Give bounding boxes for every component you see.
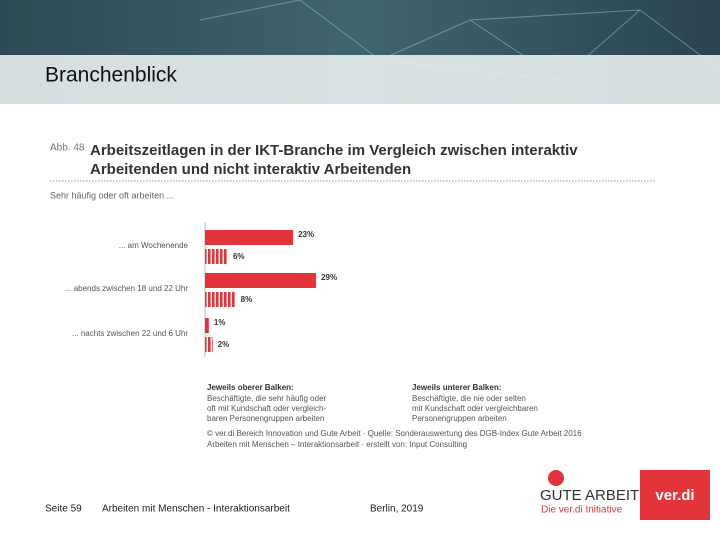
legend-text: Personengruppen arbeiten (412, 414, 507, 423)
logo-icon (548, 470, 564, 486)
category-label: ... am Wochenende (119, 241, 189, 250)
header-strip (0, 55, 720, 104)
legend-text: Beschäftigte, die nie oder selten (412, 394, 526, 403)
legend-text: Beschäftigte, die sehr häufig oder (207, 394, 327, 403)
bar (205, 273, 317, 288)
verdi-logo (640, 470, 710, 520)
figure-label: Abb. 48 (50, 143, 85, 154)
value-label: 8% (241, 295, 253, 304)
legend-text: mit Kundschaft oder vergleichbaren (412, 404, 538, 413)
category-label: ... nachts zwischen 22 und 6 Uhr (72, 329, 188, 338)
chart-subtitle: Sehr häufig oder oft arbeiten ... (50, 190, 174, 200)
bar (205, 318, 209, 333)
verdi-logo-text: ver.di (655, 487, 694, 504)
bar (205, 292, 236, 307)
value-label: 29% (321, 273, 337, 282)
value-label: 2% (218, 340, 230, 349)
source: Arbeiten mit Menschen – Interaktionsarbe… (207, 440, 467, 449)
chart-title: Arbeitenden und nicht interaktiv Arbeite… (90, 161, 411, 178)
logo-main: GUTE ARBEIT (540, 487, 639, 504)
legend-title: Jeweils unterer Balken: (412, 383, 501, 392)
footer-date: Berlin, 2019 (370, 504, 424, 515)
bar (205, 337, 213, 352)
slide-title: Branchenblick (45, 64, 177, 87)
footer-page: Seite 59 (45, 504, 82, 515)
chart-title: Arbeitszeitlagen in der IKT-Branche im V… (90, 142, 578, 159)
value-label: 1% (214, 318, 226, 327)
category-label: ... abends zwischen 18 und 22 Uhr (65, 284, 189, 293)
legend-text: oft mit Kundschaft oder vergleich- (207, 404, 327, 413)
bar (205, 249, 228, 264)
legend-title: Jeweils oberer Balken: (207, 383, 294, 392)
source: © ver.di Bereich Innovation und Gute Arb… (207, 429, 582, 438)
bar (205, 230, 294, 245)
logo-sub: Die ver.di Initiative (541, 505, 623, 516)
value-label: 23% (298, 230, 314, 239)
footer-topic: Arbeiten mit Menschen - Interaktionsarbe… (102, 504, 290, 515)
value-label: 6% (233, 252, 245, 261)
legend-text: baren Personengruppen arbeiten (207, 414, 324, 423)
